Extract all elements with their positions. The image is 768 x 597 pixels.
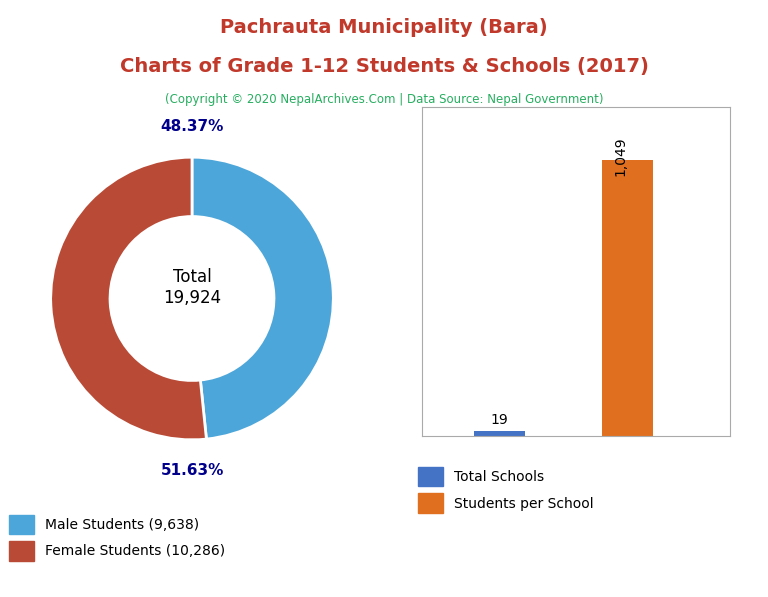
Text: 48.37%: 48.37% xyxy=(161,119,223,134)
Text: Charts of Grade 1-12 Students & Schools (2017): Charts of Grade 1-12 Students & Schools … xyxy=(120,57,648,76)
Text: 1,049: 1,049 xyxy=(613,137,627,176)
Text: Pachrauta Municipality (Bara): Pachrauta Municipality (Bara) xyxy=(220,18,548,37)
Text: 19: 19 xyxy=(490,413,508,427)
Text: Total
19,924: Total 19,924 xyxy=(163,268,221,307)
Wedge shape xyxy=(51,157,207,440)
Legend: Male Students (9,638), Female Students (10,286): Male Students (9,638), Female Students (… xyxy=(5,510,229,565)
Bar xyxy=(474,431,525,436)
Bar xyxy=(601,160,653,436)
Text: 51.63%: 51.63% xyxy=(161,463,223,478)
Legend: Total Schools, Students per School: Total Schools, Students per School xyxy=(414,463,598,517)
Wedge shape xyxy=(192,157,333,439)
Text: (Copyright © 2020 NepalArchives.Com | Data Source: Nepal Government): (Copyright © 2020 NepalArchives.Com | Da… xyxy=(165,93,603,106)
